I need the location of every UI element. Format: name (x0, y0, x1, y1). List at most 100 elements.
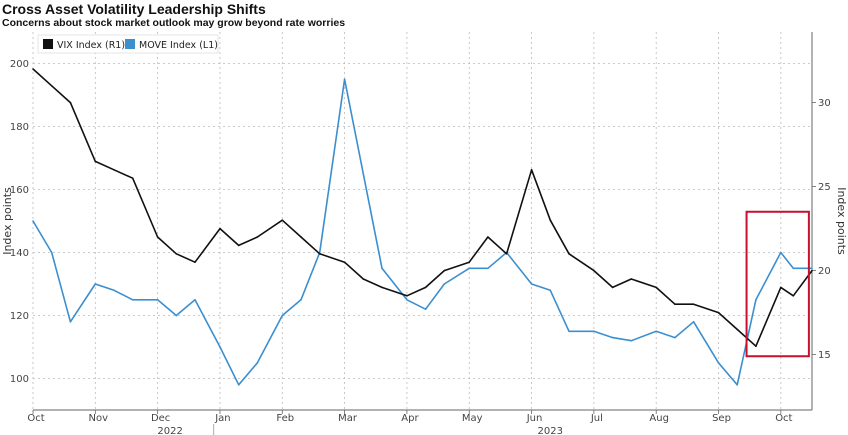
series-line-move-point (281, 314, 284, 317)
series-line-vix-point (468, 261, 471, 264)
tick-label-right: 30 (818, 98, 831, 109)
series-line-vix-point (194, 261, 196, 264)
tick-label-right: 15 (818, 350, 831, 361)
tick-label-year: 2022 (157, 426, 182, 435)
tick-label-year: 2023 (538, 426, 563, 435)
series-line-move-point (131, 299, 134, 301)
series-line-move-point (717, 362, 720, 364)
tick-label-right: 25 (818, 182, 831, 193)
series-line-move-point (237, 384, 240, 386)
series-line-vix-point (156, 236, 159, 238)
series-line-move-point (443, 283, 446, 285)
series-line-move-point (94, 283, 97, 285)
series-line-move-point (69, 321, 72, 323)
series-line-vix-point (443, 269, 446, 272)
series-line-vix-point (281, 219, 284, 221)
tick-label-month: May (462, 413, 483, 424)
series-line-vix-point (94, 160, 97, 163)
tick-label-month: Mar (338, 413, 358, 424)
grid (32, 32, 812, 410)
series-line-vix-point (568, 253, 570, 255)
chart-title: Cross Asset Volatility Leadership Shifts (2, 1, 266, 17)
series-line-move-point (468, 267, 471, 270)
series-line-move-point (156, 299, 159, 301)
series-line-move-point (568, 330, 570, 333)
series-line-vix-point (256, 236, 259, 238)
series-line-move-point (487, 267, 489, 270)
legend-label-vix: VIX Index (R1) (57, 40, 125, 51)
tick-label-month: Aug (649, 413, 669, 424)
series-line-move-point (194, 299, 196, 301)
tick-label-month: Oct (775, 413, 792, 424)
series-line-vix-point (655, 286, 657, 289)
series-line-move (32, 78, 812, 386)
axes: 100 120 140 160 180 200 15 20 25 30 Oct Nov Dec Jan Fe… (1, 32, 848, 435)
series-line-move-point (811, 267, 813, 270)
series-line-move-point (611, 336, 614, 339)
series-line-vix-point (755, 345, 757, 348)
tick-label-month: Jul (590, 413, 603, 424)
series-line-vix-point (630, 278, 633, 280)
series-line-vix-point (780, 286, 782, 289)
series-line-vix-point (692, 303, 695, 306)
series-line-move-point (113, 289, 115, 292)
series-line-vix-point (131, 177, 134, 179)
series-line-vix-point (792, 295, 795, 297)
tick-label-month: Nov (89, 413, 109, 424)
tick-label-left: 100 (10, 374, 29, 385)
series-line-vix-point (381, 286, 383, 289)
chart-subtitle: Concerns about stock market outlook may … (2, 17, 346, 29)
tick-label-left: 160 (10, 185, 29, 196)
series-line-vix-point (406, 295, 408, 297)
series-line-move-point (792, 267, 795, 270)
series-line-move-point (50, 251, 53, 254)
series-line-move-point (256, 362, 259, 364)
series-line-vix-point (736, 328, 738, 331)
series-line-move-point (549, 289, 552, 292)
series-line-move-point (219, 346, 221, 348)
series-line-vix (32, 68, 813, 347)
series-line-vix-point (300, 236, 302, 238)
series-line-vix-point (237, 244, 240, 247)
legend-swatch-move (125, 39, 135, 49)
series-line-vix-point (717, 311, 720, 314)
series-line-move-point (424, 308, 427, 311)
series-line-move-point (736, 384, 738, 386)
series-line-vix-point (219, 227, 221, 230)
series-line-vix-point (32, 68, 34, 70)
series-line-move-point (780, 251, 782, 254)
series-line-vix-point (487, 236, 489, 238)
series-line-move-point (593, 330, 595, 333)
series-line-vix-point (362, 278, 365, 280)
series-line-move-point (381, 267, 383, 270)
series-line-vix-point (549, 219, 552, 221)
tick-label-month: Jun (526, 413, 543, 424)
tick-label-left: 120 (10, 311, 29, 322)
series-line-vix-point (424, 286, 427, 289)
series-line-vix-point (611, 286, 614, 289)
series-line-move-point (674, 336, 676, 339)
series-line-vix-point (69, 101, 72, 104)
series-line-move-point (175, 314, 178, 317)
tick-label-month: Apr (401, 413, 419, 424)
legend: VIX Index (R1) MOVE Index (L1) (37, 34, 219, 54)
series-move-index (32, 78, 813, 386)
tick-label-left: 180 (10, 122, 29, 133)
series-line-move-point (406, 299, 408, 301)
series-line-move-point (362, 173, 365, 175)
series-line-move-point (530, 283, 533, 285)
series-line-move-point (343, 78, 346, 81)
series-line-vix-point (674, 303, 676, 306)
legend-label-move: MOVE Index (L1) (139, 40, 218, 51)
tick-label-left: 200 (10, 59, 29, 70)
series-line-vix-point (593, 269, 595, 272)
series-line-vix-point (50, 85, 53, 87)
highlight-box (745, 210, 810, 358)
tick-label-right: 20 (818, 266, 831, 277)
tick-label-month: Dec (151, 413, 170, 424)
series-line-vix-point (318, 253, 321, 255)
series-line-move-point (300, 299, 302, 301)
series-line-move-point (692, 321, 695, 323)
series-line-move-point (655, 330, 657, 333)
tick-label-month: Jan (214, 413, 230, 424)
